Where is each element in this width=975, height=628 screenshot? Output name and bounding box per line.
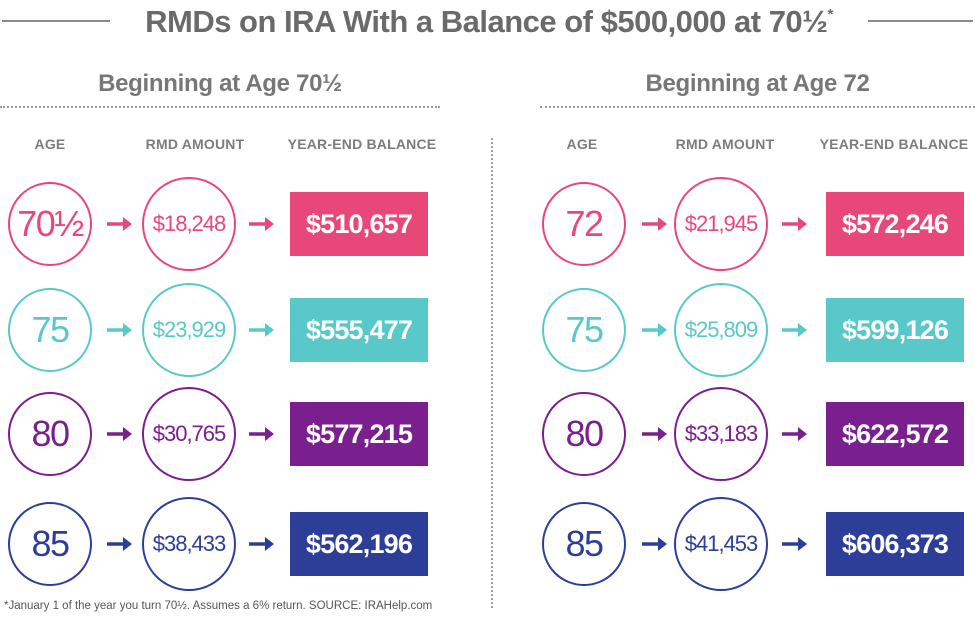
right-arrow-icon <box>249 427 274 441</box>
year-end-balance: $562,196 <box>290 512 428 576</box>
rmd-amount: $30,765 <box>152 421 227 446</box>
right-arrow-icon <box>249 323 274 337</box>
title-footnote-mark: * <box>827 6 834 23</box>
age-circle: 85 <box>8 502 92 586</box>
right-arrow-icon <box>782 217 807 231</box>
column-header-age: AGE <box>566 136 598 152</box>
table-row: 72 $21,945 $572,246 <box>540 177 975 272</box>
age-circle: 70½ <box>8 182 92 266</box>
age-circle: 72 <box>542 182 626 266</box>
age-value: 70½ <box>17 203 84 244</box>
table-row: 85 $38,433 $562,196 <box>0 497 440 592</box>
rmd-circle: $18,248 <box>142 177 236 271</box>
age-value: 75 <box>565 309 604 350</box>
title-rule-right <box>868 20 973 22</box>
age-value: 85 <box>565 523 604 564</box>
footnote: *January 1 of the year you turn 70½. Ass… <box>4 600 433 612</box>
right-arrow-icon <box>782 323 807 337</box>
panel-age-70-half: Beginning at Age 70½ AGE RMD AMOUNT YEAR… <box>0 60 440 600</box>
right-arrow-icon <box>782 537 807 551</box>
table-row: 75 $25,809 $599,126 <box>540 283 975 378</box>
right-arrow-icon <box>107 323 132 337</box>
year-end-balance: $606,373 <box>826 512 964 576</box>
table-row: 80 $30,765 $577,215 <box>0 387 440 482</box>
table-row: 70½ $18,248 $510,657 <box>0 177 440 272</box>
age-value: 80 <box>31 413 70 454</box>
table-row: 85 $41,453 $606,373 <box>540 497 975 592</box>
right-arrow-icon <box>642 323 667 337</box>
title-text: RMDs on IRA With a Balance of $500,000 a… <box>145 4 828 39</box>
rmd-circle: $33,183 <box>674 387 768 481</box>
year-end-balance: $577,215 <box>290 402 428 466</box>
age-circle: 80 <box>542 392 626 476</box>
rmd-amount: $33,183 <box>684 421 759 446</box>
right-arrow-icon <box>249 217 274 231</box>
right-arrow-icon <box>642 537 667 551</box>
rmd-circle: $25,809 <box>674 283 768 377</box>
title-rule-left <box>2 20 110 22</box>
year-end-balance: $572,246 <box>826 192 964 256</box>
rmd-circle: $38,433 <box>142 497 236 591</box>
title-row: RMDs on IRA With a Balance of $500,000 a… <box>0 0 975 46</box>
age-value: 85 <box>31 523 70 564</box>
rmd-amount: $25,809 <box>684 317 759 342</box>
rmd-circle: $21,945 <box>674 177 768 271</box>
rmd-amount: $18,248 <box>152 211 227 236</box>
rmd-amount: $23,929 <box>152 317 227 342</box>
right-arrow-icon <box>107 217 132 231</box>
year-end-balance: $622,572 <box>826 402 964 466</box>
right-arrow-icon <box>107 537 132 551</box>
column-header-balance: YEAR-END BALANCE <box>287 136 437 152</box>
age-circle: 80 <box>8 392 92 476</box>
rmd-circle: $23,929 <box>142 283 236 377</box>
table-row: 80 $33,183 $622,572 <box>540 387 975 482</box>
right-arrow-icon <box>107 427 132 441</box>
rmd-amount: $38,433 <box>152 531 227 556</box>
year-end-balance: $510,657 <box>290 192 428 256</box>
right-arrow-icon <box>249 537 274 551</box>
rmd-circle: $30,765 <box>142 387 236 481</box>
panel-age-72: Beginning at Age 72 AGE RMD AMOUNT YEAR-… <box>540 60 975 600</box>
panel-title: Beginning at Age 70½ <box>98 70 342 97</box>
column-header-age: AGE <box>34 136 66 152</box>
age-value: 75 <box>31 309 70 350</box>
panel-rule <box>0 106 440 108</box>
age-value: 80 <box>565 413 604 454</box>
right-arrow-icon <box>782 427 807 441</box>
column-header-balance: YEAR-END BALANCE <box>819 136 969 152</box>
right-arrow-icon <box>642 427 667 441</box>
rmd-amount: $21,945 <box>684 211 759 236</box>
year-end-balance: $599,126 <box>826 298 964 362</box>
column-header-rmd: RMD AMOUNT <box>145 136 245 152</box>
rmd-amount: $41,453 <box>684 531 759 556</box>
age-circle: 75 <box>8 288 92 372</box>
page-title: RMDs on IRA With a Balance of $500,000 a… <box>116 4 862 40</box>
right-arrow-icon <box>642 217 667 231</box>
age-circle: 75 <box>542 288 626 372</box>
rmd-circle: $41,453 <box>674 497 768 591</box>
column-header-rmd: RMD AMOUNT <box>675 136 775 152</box>
panel-rule <box>540 106 975 108</box>
year-end-balance: $555,477 <box>290 298 428 362</box>
panel-title: Beginning at Age 72 <box>645 70 870 97</box>
age-value: 72 <box>565 203 604 244</box>
table-row: 75 $23,929 $555,477 <box>0 283 440 378</box>
panel-divider <box>491 138 493 608</box>
age-circle: 85 <box>542 502 626 586</box>
